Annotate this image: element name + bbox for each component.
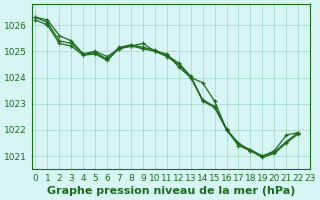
X-axis label: Graphe pression niveau de la mer (hPa): Graphe pression niveau de la mer (hPa) xyxy=(47,186,295,196)
